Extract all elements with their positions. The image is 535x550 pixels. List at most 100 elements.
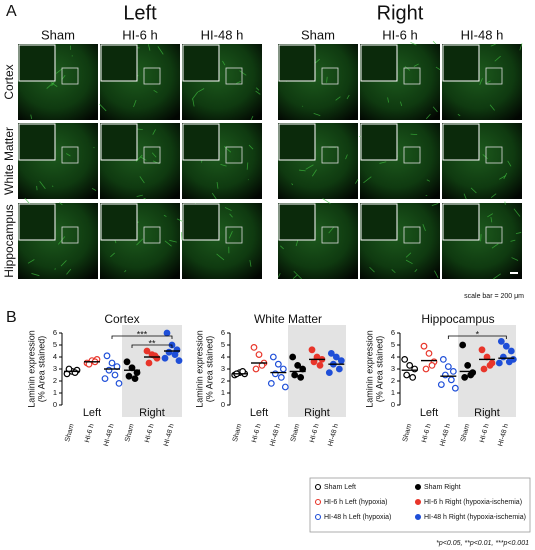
data-point <box>428 362 436 369</box>
vessel-texture <box>31 273 40 277</box>
x-tick-label: HI-6 h <box>421 423 433 443</box>
vessel-texture <box>280 245 284 250</box>
data-point <box>297 374 305 381</box>
legend-label: HI-6 h Right (hypoxia-ischemia) <box>424 499 522 506</box>
vessel-texture <box>486 80 491 84</box>
data-point <box>111 371 119 379</box>
vessel-texture <box>255 87 260 91</box>
vessel-texture <box>499 175 506 180</box>
vessel-texture <box>136 194 143 197</box>
vessel-texture <box>345 154 348 160</box>
data-point <box>281 383 289 391</box>
legend-marker <box>414 498 422 506</box>
data-point <box>486 362 494 369</box>
vessel-texture <box>404 66 411 71</box>
data-point <box>406 362 414 369</box>
inset-source <box>485 67 503 85</box>
y-axis-label: Laminin expression <box>194 330 204 408</box>
data-point <box>294 362 302 369</box>
data-point <box>337 357 345 365</box>
y-axis-label: (% Area stained) <box>36 336 46 403</box>
vessel-texture <box>305 164 314 170</box>
row-label: White Matter <box>2 127 16 195</box>
column-label: HI-48 h <box>461 27 504 42</box>
vessel-texture <box>295 239 299 247</box>
vessel-texture <box>493 273 501 280</box>
y-tick-label: 6 <box>391 328 395 337</box>
vessel-texture <box>236 81 241 84</box>
vessel-texture <box>335 96 341 101</box>
vessel-texture <box>52 185 54 187</box>
vessel-texture <box>46 82 54 89</box>
significance-label: ** <box>148 338 156 348</box>
vessel-texture <box>507 160 512 167</box>
inset-large <box>278 203 316 241</box>
vessel-texture <box>479 78 483 85</box>
inset-large <box>360 123 398 161</box>
inset-large <box>182 203 220 241</box>
data-point <box>274 360 282 368</box>
y-tick-label: 5 <box>391 340 395 349</box>
data-point <box>269 353 277 361</box>
vessel-texture <box>220 163 227 167</box>
vessel-texture <box>57 236 66 245</box>
vessel-texture <box>293 270 302 280</box>
y-tick-label: 0 <box>221 400 225 409</box>
inset-source <box>403 226 421 244</box>
vessel-texture <box>27 259 35 264</box>
vessel-texture <box>487 213 493 218</box>
vessel-texture <box>60 260 67 267</box>
vessel-texture <box>248 144 254 150</box>
vessel-texture <box>124 270 127 273</box>
group-label: Right <box>304 407 330 419</box>
column-label: Sham <box>41 27 75 42</box>
vessel-texture <box>379 161 387 164</box>
legend-marker <box>314 513 322 521</box>
vessel-texture <box>223 146 232 153</box>
y-tick-label: 3 <box>391 364 395 373</box>
x-tick-label: Sham <box>402 423 414 443</box>
data-point <box>332 353 340 361</box>
chart-title: Cortex <box>104 312 139 326</box>
vessel-texture <box>515 232 522 235</box>
row-label: Hippocampus <box>2 204 16 277</box>
data-point <box>502 342 510 350</box>
data-point <box>447 376 455 384</box>
y-axis-label: Laminin expression <box>364 330 374 408</box>
y-axis-label: (% Area stained) <box>204 336 214 403</box>
vessel-texture <box>91 188 97 191</box>
group-label: Left <box>83 407 101 419</box>
vessel-texture <box>519 43 523 51</box>
x-tick-label: HI-48 h <box>497 423 510 447</box>
y-tick-label: 3 <box>221 364 225 373</box>
data-point <box>252 365 260 373</box>
inset-source <box>485 146 503 164</box>
vessel-texture <box>431 203 439 206</box>
y-tick-label: 5 <box>53 340 57 349</box>
legend-label: Sham Right <box>424 484 461 491</box>
vessel-texture <box>39 181 46 190</box>
data-point <box>451 384 459 392</box>
legend-marker <box>314 498 322 506</box>
vessel-texture <box>136 238 144 246</box>
data-point <box>480 365 488 373</box>
x-tick-label: Sham <box>290 423 302 443</box>
inset-large <box>442 203 480 241</box>
data-point <box>250 344 258 351</box>
vessel-texture <box>152 129 156 135</box>
panel-label: A <box>6 3 17 20</box>
data-point <box>123 358 131 366</box>
row-label: Cortex <box>2 64 16 99</box>
vessel-texture <box>410 41 417 46</box>
data-point <box>267 380 275 387</box>
legend-label: HI-48 h Right (hypoxia-ischemia) <box>424 514 526 521</box>
y-tick-label: 4 <box>391 352 395 361</box>
vessel-texture <box>363 176 372 184</box>
vessel-texture <box>198 88 205 93</box>
inset-large <box>442 123 480 161</box>
legend-marker <box>314 483 322 491</box>
data-point <box>143 347 151 355</box>
vessel-texture <box>133 100 137 108</box>
vessel-texture <box>110 252 115 258</box>
x-tick-label: HI-48 h <box>269 423 282 447</box>
